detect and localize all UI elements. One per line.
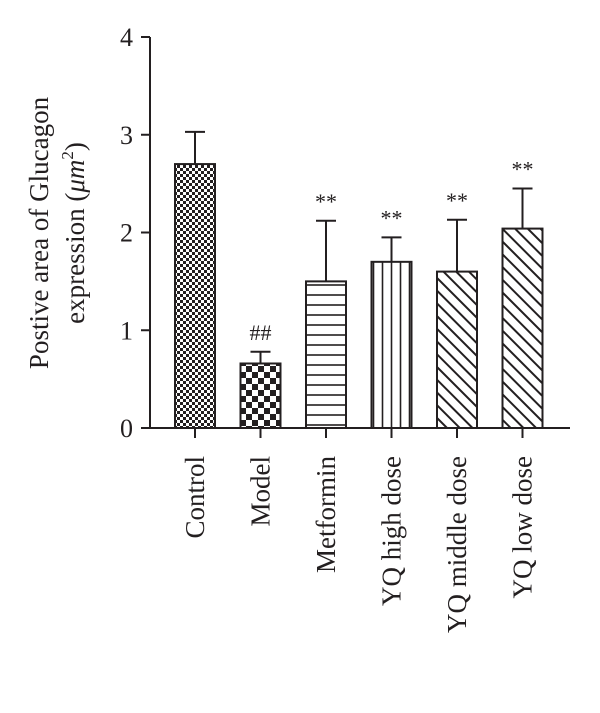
bars: ## ** ** ** ** bbox=[174, 130, 544, 430]
significance-label: ** bbox=[512, 157, 534, 182]
bar bbox=[501, 227, 544, 429]
y-axis-unit-exponent: 2 bbox=[58, 151, 77, 160]
svg-text:Postive area of Glucagon: Postive area of Glucagon bbox=[24, 96, 54, 369]
category-label: YQ high dose bbox=[377, 456, 407, 606]
y-axis: 0 1 2 3 4 bbox=[120, 23, 151, 443]
significance-label: ## bbox=[250, 320, 272, 345]
significance-label: ** bbox=[381, 205, 403, 230]
category-label: YQ low dose bbox=[508, 456, 538, 599]
bar bbox=[305, 280, 347, 429]
category-label: Metformin bbox=[311, 456, 341, 573]
significance-label: ** bbox=[446, 188, 468, 213]
category-label: Model bbox=[246, 456, 276, 527]
category-label: Control bbox=[180, 456, 210, 539]
y-tick-label: 3 bbox=[120, 121, 133, 150]
svg-text:expression (μm2): expression (μm2) bbox=[58, 142, 90, 324]
y-tick-label: 4 bbox=[120, 23, 133, 52]
y-tick-label: 2 bbox=[120, 219, 133, 248]
bar bbox=[436, 270, 478, 429]
category-label: YQ middle dose bbox=[442, 456, 472, 633]
bar bbox=[370, 260, 413, 430]
bar bbox=[174, 163, 216, 429]
y-tick-label: 0 bbox=[120, 414, 133, 443]
y-axis-label-close: ) bbox=[60, 142, 90, 151]
y-axis-unit: μm bbox=[60, 160, 90, 194]
bar bbox=[239, 362, 282, 429]
y-axis-label-line1: Postive area of Glucagon bbox=[24, 96, 54, 369]
y-axis-label-line2: expression ( bbox=[60, 193, 90, 324]
y-tick-label: 1 bbox=[120, 316, 133, 345]
significance-label: ** bbox=[315, 189, 337, 214]
y-axis-label: Postive area of Glucagon expression (μm2… bbox=[24, 96, 90, 369]
x-axis: Control Model Metformin YQ high dose YQ midd… bbox=[150, 427, 570, 633]
